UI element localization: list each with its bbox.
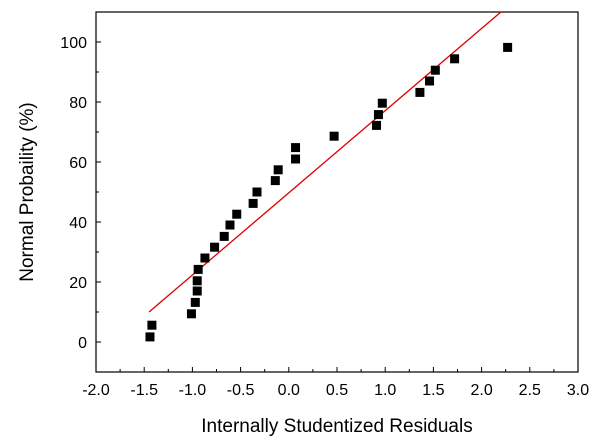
x-tick-label-4: 0.0 (278, 382, 300, 399)
data-point-8 (210, 242, 220, 252)
data-point-22 (415, 87, 425, 97)
y-tick-label-0: 0 (78, 335, 87, 352)
data-point-18 (329, 131, 339, 141)
data-point-5 (192, 276, 202, 286)
x-axis-title: Internally Studentized Residuals (201, 416, 472, 437)
data-point-25 (450, 54, 460, 64)
data-point-14 (270, 176, 280, 186)
x-tick-label-3: -0.5 (227, 382, 255, 399)
data-point-13 (252, 187, 262, 197)
data-point-23 (425, 76, 435, 86)
data-point-2 (186, 309, 196, 319)
y-tick-label-4: 80 (69, 95, 87, 112)
data-point-17 (291, 143, 301, 153)
x-tick-label-7: 1.5 (422, 382, 444, 399)
data-point-1 (147, 320, 157, 330)
x-tick-label-10: 3.0 (567, 382, 589, 399)
data-point-4 (192, 286, 202, 296)
plot-border (95, 11, 579, 373)
x-tick-label-9: 2.5 (519, 382, 541, 399)
x-axis: -2.0 -1.5 -1.0 -0.5 0.0 0.5 1.0 1.5 2.0 2.5 3.0 (82, 367, 589, 399)
x-tick-label-1: -1.5 (130, 382, 158, 399)
x-tick-label-8: 2.0 (470, 382, 492, 399)
data-point-0 (145, 332, 155, 342)
x-tick-label-6: 1.0 (374, 382, 396, 399)
y-tick-label-3: 60 (69, 155, 87, 172)
plot-frame (95, 11, 579, 373)
y-axis: 0 20 40 60 80 100 (60, 11, 101, 373)
data-point-26 (503, 42, 513, 52)
y-tick-label-5: 100 (60, 35, 87, 52)
data-point-7 (200, 253, 210, 263)
data-point-19 (372, 120, 382, 130)
y-axis-title: Normal Probaility (%) (17, 102, 38, 281)
x-tick-label-0: -2.0 (82, 382, 110, 399)
data-point-21 (377, 98, 387, 108)
data-point-11 (232, 209, 242, 219)
data-point-6 (193, 264, 203, 274)
data-point-10 (225, 220, 235, 230)
y-tick-label-1: 20 (69, 275, 87, 292)
data-point-12 (248, 198, 258, 208)
data-point-9 (219, 231, 229, 241)
data-point-16 (291, 154, 301, 164)
data-point-20 (373, 110, 383, 120)
x-tick-label-5: 0.5 (326, 382, 348, 399)
y-tick-label-2: 40 (69, 215, 87, 232)
points-layer (145, 42, 513, 342)
data-point-15 (273, 165, 283, 175)
data-point-3 (190, 297, 200, 307)
data-point-24 (430, 65, 440, 75)
x-tick-label-2: -1.0 (179, 382, 207, 399)
